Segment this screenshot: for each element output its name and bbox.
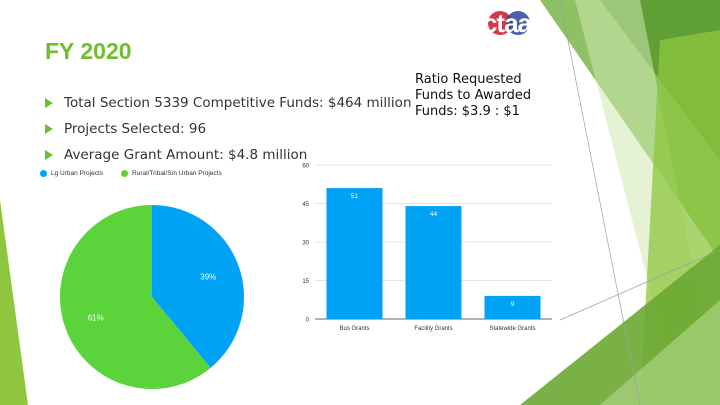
bullet-item-total-funds: Total Section 5339 Competitive Funds: $4… <box>45 90 412 116</box>
pie-legend-item-rural: Rural/Tribal/Sm Urban Projects <box>121 170 222 177</box>
x-tick-label: Bus Grants <box>339 326 369 332</box>
pie-slice-label: 61% <box>88 313 104 322</box>
pie-legend-item-lg-urban: Lg Urban Projects <box>40 170 103 177</box>
bullet-text: Projects Selected: 96 <box>64 121 207 137</box>
pie-chart: 39% 61% <box>60 205 244 389</box>
x-tick-label: Statewide Grants <box>489 326 535 332</box>
bullet-item-projects-selected: Projects Selected: 96 <box>45 116 412 142</box>
bullet-arrow-icon <box>45 98 53 108</box>
ctaa-logo: ctaa <box>476 8 538 42</box>
left-edge-green-shape <box>0 200 28 405</box>
decor-line-1 <box>559 0 641 405</box>
bullet-list: Total Section 5339 Competitive Funds: $4… <box>45 90 412 168</box>
bullet-arrow-icon <box>45 124 53 134</box>
slide-title: FY 2020 <box>45 38 132 64</box>
bullet-item-average-grant: Average Grant Amount: $4.8 million <box>45 142 412 168</box>
logo-circle-blue <box>506 11 530 35</box>
pie-slice-lg-urban <box>152 205 244 368</box>
bar-bus-grants <box>326 188 383 319</box>
bullet-arrow-icon <box>45 150 53 160</box>
y-tick-label: 30 <box>302 241 309 247</box>
x-tick-label: Facility Grants <box>414 326 452 332</box>
y-tick-label: 0 <box>306 318 310 324</box>
legend-swatch-blue <box>40 170 47 177</box>
pie-slice-rural <box>60 205 211 389</box>
logo-text: ctaa <box>482 8 532 38</box>
bar-data-label: 51 <box>351 193 359 200</box>
bar-chart: 0 15 30 45 60 51 Bus Grants 44 Facility Grants 9 S… <box>302 164 552 332</box>
bar-data-label: 44 <box>430 211 438 218</box>
bar-data-label: 9 <box>511 301 515 308</box>
legend-label: Rural/Tribal/Sm Urban Projects <box>132 170 222 177</box>
bullet-text: Average Grant Amount: $4.8 million <box>64 147 308 163</box>
y-tick-label: 15 <box>302 279 309 285</box>
bullet-text: Total Section 5339 Competitive Funds: $4… <box>64 95 412 111</box>
legend-label: Lg Urban Projects <box>51 170 104 177</box>
bar-statewide-grants <box>484 295 541 319</box>
y-tick-label: 60 <box>302 164 309 170</box>
bar-facility-grants <box>405 206 462 319</box>
right-bottom-light-shape <box>600 300 720 405</box>
y-tick-label: 45 <box>302 202 309 208</box>
pie-legend: Lg Urban Projects Rural/Tribal/Sm Urban … <box>40 170 222 177</box>
legend-swatch-green <box>121 170 129 177</box>
pie-slice-label: 39% <box>200 273 216 282</box>
decor-line-2 <box>559 249 720 321</box>
ratio-text: Ratio Requested Funds to Awarded Funds: … <box>415 72 532 119</box>
